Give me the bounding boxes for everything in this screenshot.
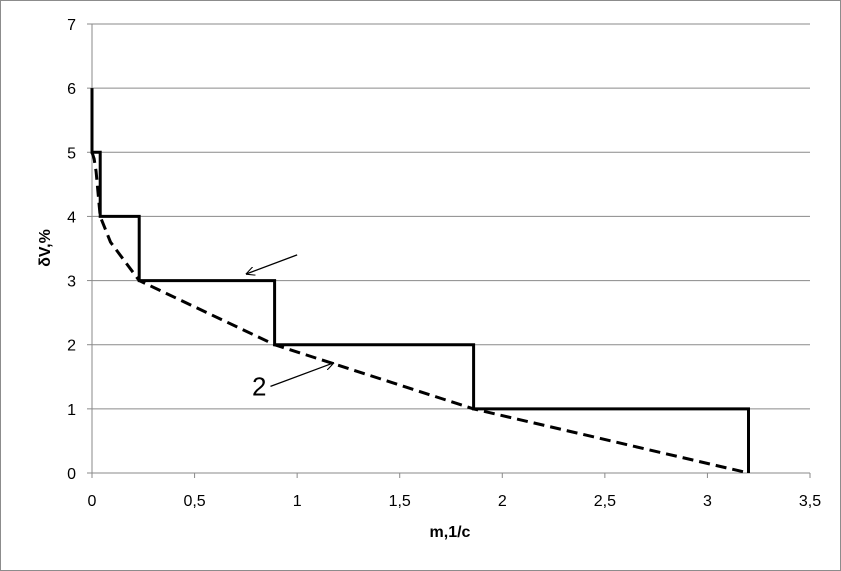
- grid-layer: [92, 23, 810, 410]
- annotation-arrow: [270, 363, 334, 388]
- x-axis-title: m,1/c: [430, 524, 471, 541]
- step-series-line: [90, 88, 750, 473]
- y-tick-label: 5: [67, 145, 76, 162]
- dashed-series-line: [90, 151, 749, 475]
- y-tick-label: 2: [67, 338, 76, 355]
- y-tick-label: 0: [67, 466, 76, 483]
- x-tick-label: 2,5: [594, 493, 616, 510]
- y-tick-label: 4: [67, 209, 76, 226]
- y-tick-label: 3: [67, 274, 76, 291]
- y-tick-label: 7: [67, 17, 76, 34]
- tick-label-layer: 0 1 2 3 4 5 6 7 0 0,5 1 1,5 2 2,5 3 3,5: [67, 17, 821, 510]
- annotation-label: 2: [252, 371, 266, 401]
- series-layer: [90, 88, 750, 475]
- x-tick-label: 3,5: [799, 493, 821, 510]
- x-tick-label: 1: [293, 493, 302, 510]
- y-tick-label: 6: [67, 81, 76, 98]
- y-tick-label: 1: [67, 402, 76, 419]
- annotation-arrow: [246, 254, 298, 274]
- y-axis-title: δV,%: [37, 229, 54, 267]
- x-tick-label: 0: [88, 493, 97, 510]
- x-tick-label: 3: [703, 493, 712, 510]
- x-tick-label: 2: [498, 493, 507, 510]
- annotation-layer: 2: [246, 254, 334, 401]
- x-tick-label: 0,5: [183, 493, 205, 510]
- x-tick-label: 1,5: [389, 493, 411, 510]
